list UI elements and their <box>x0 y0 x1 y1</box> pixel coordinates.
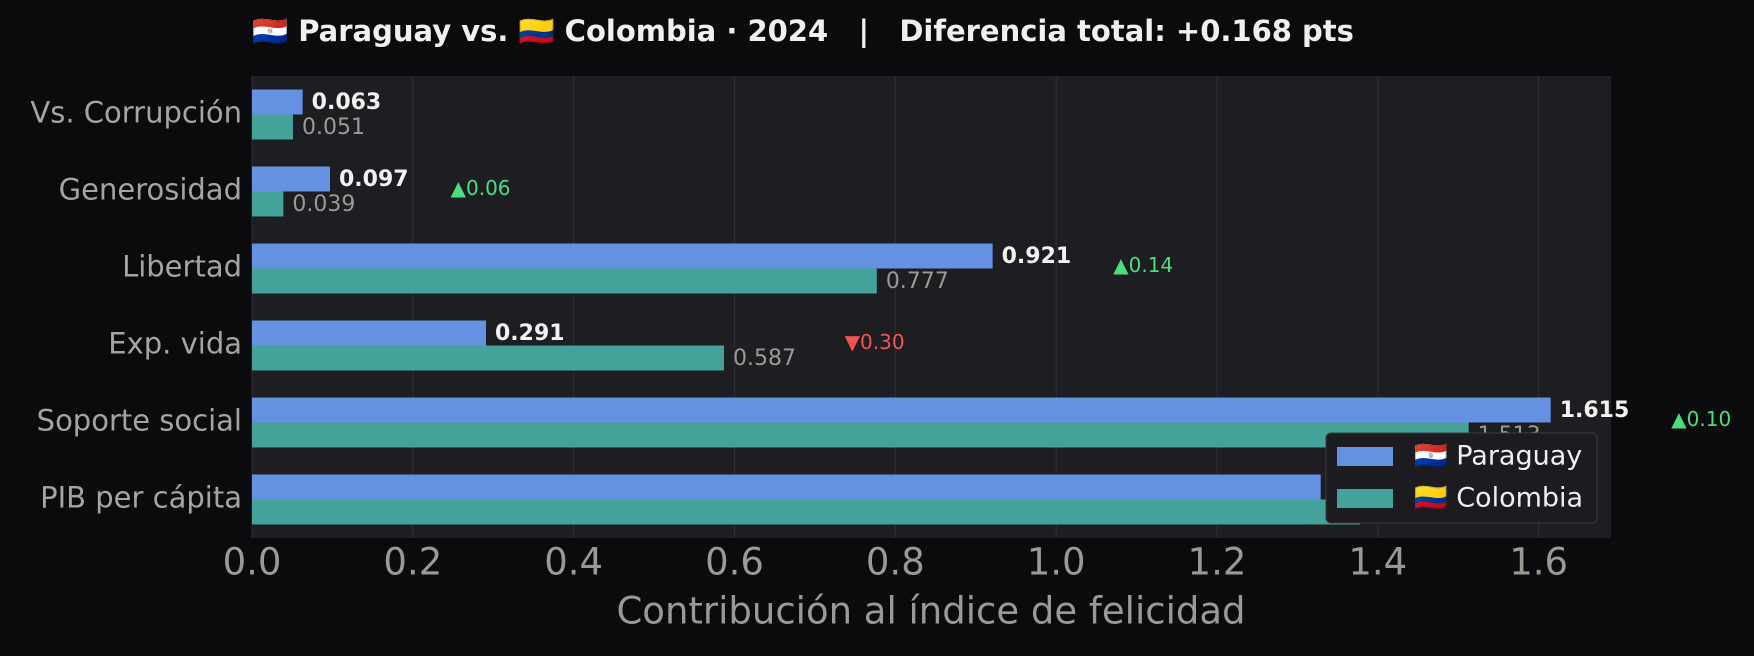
bar <box>252 114 294 140</box>
y-tick-label: Exp. vida <box>108 327 242 361</box>
value-label: 0.587 <box>733 346 796 371</box>
value-label: 0.097 <box>339 167 409 192</box>
x-tick-label: 0.0 <box>223 541 282 584</box>
y-tick-label: Generosidad <box>59 173 242 207</box>
legend-swatch <box>1337 489 1393 508</box>
y-tick-label: Soporte social <box>37 404 242 438</box>
x-tick-label: 0.8 <box>866 541 925 584</box>
x-tick-label: 1.6 <box>1509 541 1568 584</box>
y-tick-label: Vs. Corrupción <box>30 96 242 130</box>
value-label: 0.051 <box>302 115 365 140</box>
x-tick-label: 1.4 <box>1348 541 1407 584</box>
bar <box>252 268 877 294</box>
value-label: 0.777 <box>886 269 949 294</box>
delta-label: ▼0.30 <box>845 330 905 354</box>
y-tick-label: Libertad <box>122 250 242 284</box>
legend: 🇵🇾 Paraguay 🇨🇴 Colombia <box>1325 432 1598 524</box>
x-axis-label: Contribución al índice de felicidad <box>616 590 1245 633</box>
delta-label: ▲0.14 <box>1113 253 1173 277</box>
x-tick-label: 1.0 <box>1027 541 1086 584</box>
bar <box>252 243 993 269</box>
delta-label: ▲0.06 <box>451 176 511 200</box>
x-tick-label: 1.2 <box>1188 541 1247 584</box>
value-label: 0.063 <box>312 90 382 115</box>
legend-label: 🇵🇾 Paraguay <box>1414 441 1582 472</box>
x-tick-label: 0.6 <box>705 541 764 584</box>
legend-box <box>1325 432 1598 524</box>
bar <box>252 345 725 371</box>
delta-label: ▲0.10 <box>1671 407 1731 431</box>
bar <box>252 320 487 346</box>
value-label: 0.291 <box>495 321 565 346</box>
chart-title: 🇵🇾 Paraguay vs. 🇨🇴 Colombia · 2024 | Dif… <box>252 14 1354 48</box>
bar <box>252 474 1321 500</box>
x-tick-label: 0.2 <box>383 541 442 584</box>
value-label: 1.615 <box>1560 398 1630 423</box>
bar <box>252 397 1551 423</box>
bar <box>252 89 303 115</box>
legend-label: 🇨🇴 Colombia <box>1414 483 1583 514</box>
value-label: 0.921 <box>1002 244 1072 269</box>
value-label: 0.039 <box>292 192 355 217</box>
bar <box>252 422 1469 448</box>
y-tick-label: PIB per cápita <box>40 481 242 515</box>
bar <box>252 499 1361 525</box>
bar <box>252 166 331 192</box>
bar <box>252 191 284 217</box>
x-tick-label: 0.4 <box>544 541 603 584</box>
legend-swatch <box>1337 447 1393 466</box>
